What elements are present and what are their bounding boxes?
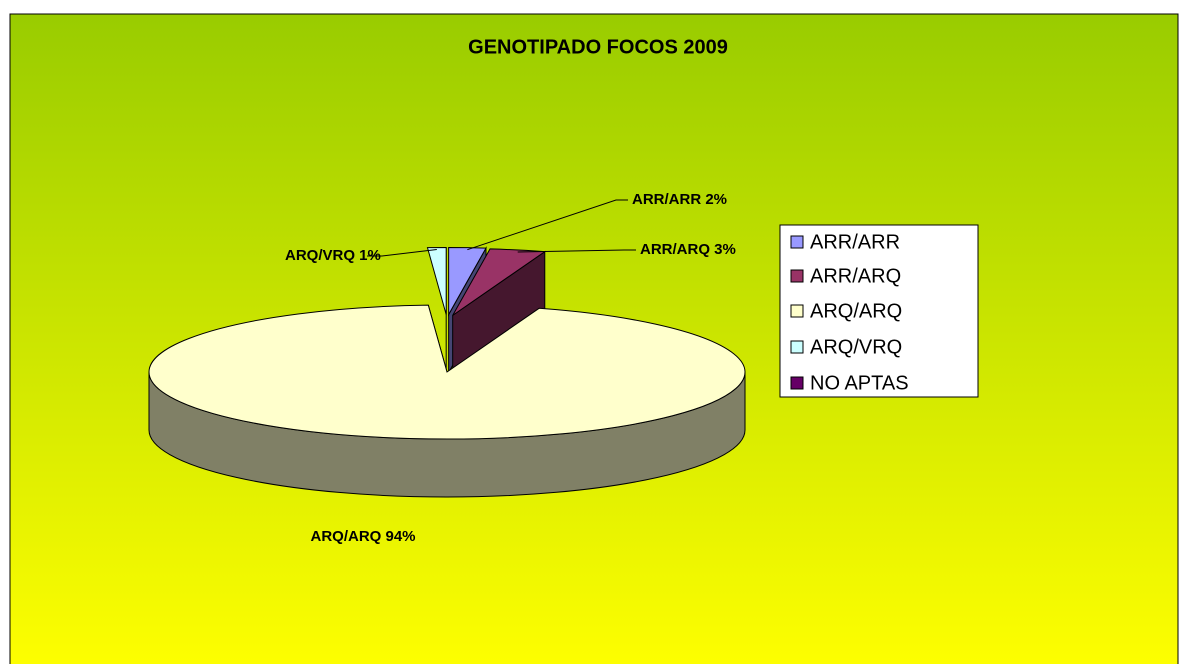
legend-swatch: [790, 304, 804, 318]
slice: [426, 246, 447, 315]
legend-swatch: [790, 376, 804, 390]
legend-label: ARQ/VRQ: [810, 336, 902, 358]
leader-line: [517, 249, 636, 253]
leader-line: [367, 249, 437, 257]
chart-title: GENOTIPADO FOCOS 2009: [468, 36, 728, 58]
leader-line: [467, 199, 628, 251]
legend-label: ARQ/ARQ: [810, 300, 902, 322]
legend-swatch: [790, 269, 804, 283]
data-label: ARR/ARQ 3%: [640, 241, 736, 258]
data-label: ARQ/VRQ 1%: [285, 247, 381, 264]
slice: [148, 304, 746, 440]
slice: [448, 247, 487, 317]
legend-swatch: [790, 235, 804, 249]
legend-label: NO APTAS: [810, 372, 909, 394]
data-label: ARR/ARR 2%: [632, 191, 727, 208]
legend-box: [779, 224, 979, 398]
legend-label: ARR/ARQ: [810, 265, 901, 287]
data-label: ARQ/ARQ 94%: [310, 528, 415, 545]
legend-label: ARR/ARR: [810, 231, 900, 253]
legend-swatch: [790, 340, 804, 354]
